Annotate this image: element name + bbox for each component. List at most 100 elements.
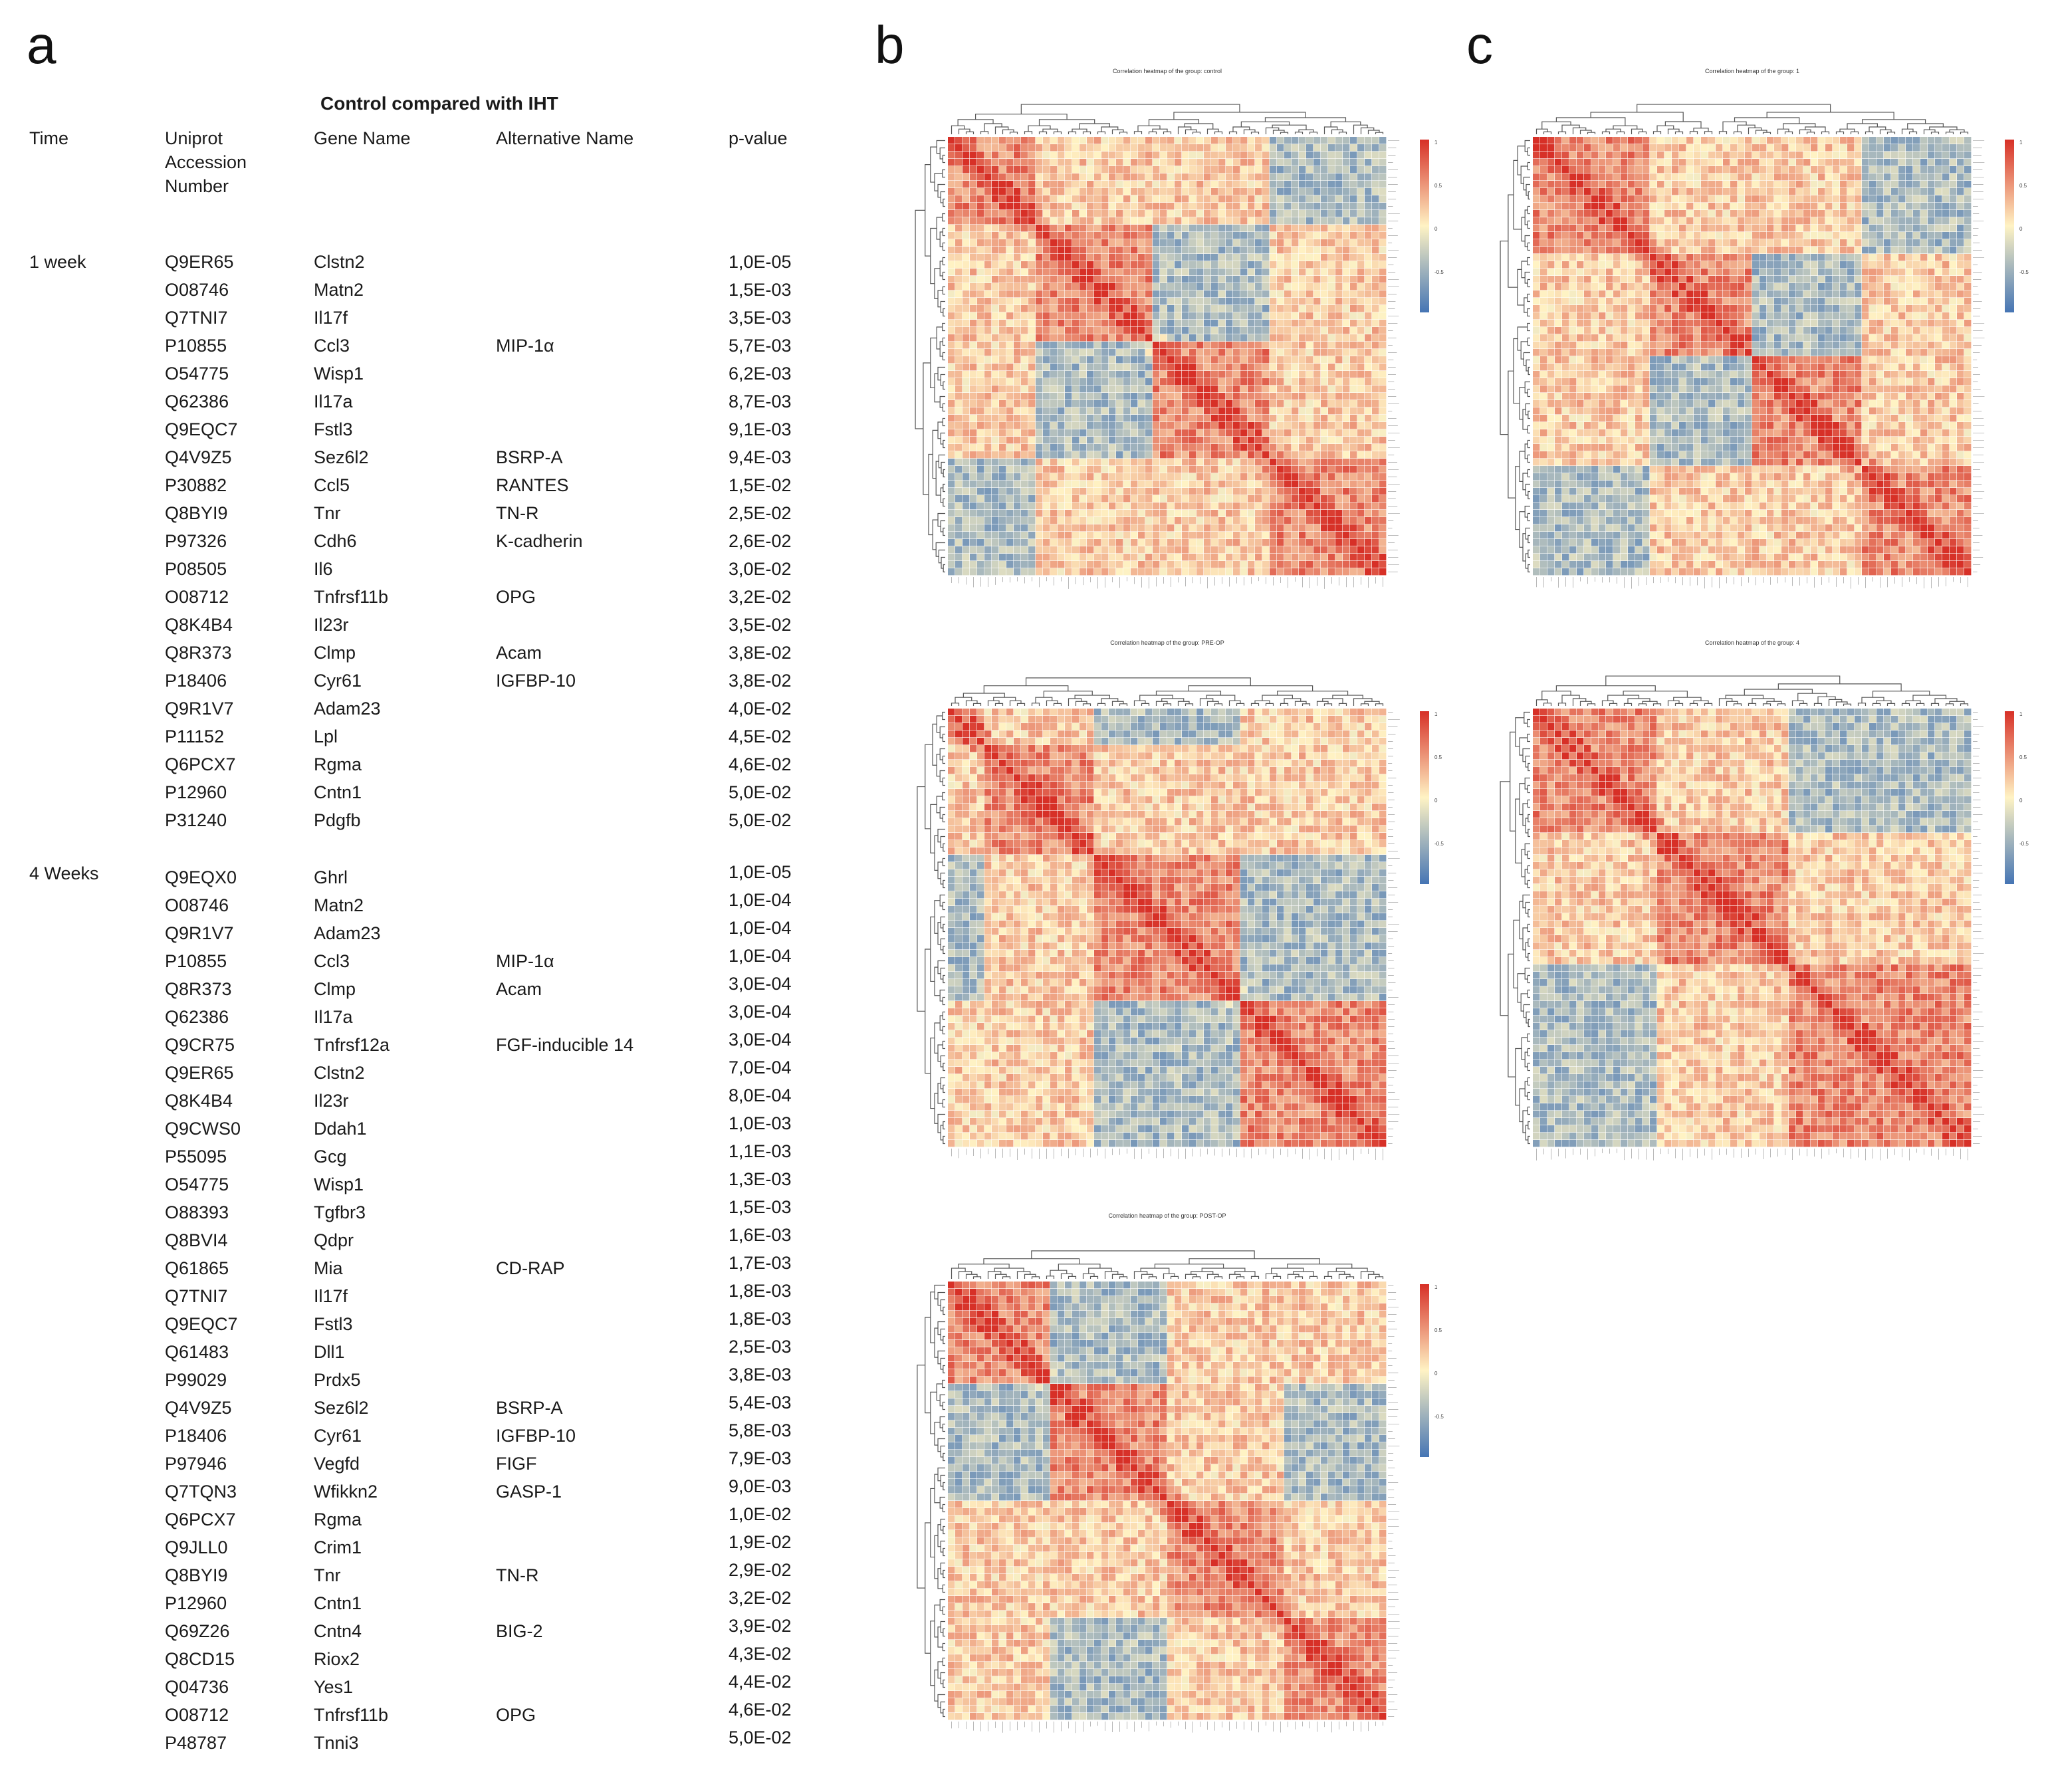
heatmap-cell xyxy=(1014,415,1021,422)
heatmap-cell xyxy=(1196,407,1204,415)
heatmap-cell xyxy=(1233,225,1240,232)
heatmap-cell xyxy=(1050,232,1058,239)
heatmap-cell xyxy=(1189,166,1196,173)
heatmap-cell xyxy=(1101,539,1109,546)
heatmap-cell xyxy=(1021,276,1028,283)
heatmap-cell xyxy=(1233,811,1240,818)
heatmap-cell xyxy=(1255,210,1262,217)
heatmap-cell xyxy=(999,312,1006,320)
heatmap-cell xyxy=(1196,709,1204,716)
accession-cell: P30882 xyxy=(165,475,227,495)
heatmap-cell xyxy=(1306,225,1313,232)
heatmap-cell xyxy=(1043,312,1050,320)
heatmap-cell xyxy=(1357,723,1365,730)
heatmap-cell xyxy=(1306,488,1313,495)
heatmap-cell xyxy=(1270,305,1277,312)
heatmap-cell xyxy=(1036,818,1043,826)
heatmap-cell xyxy=(1116,738,1123,745)
heatmap-cell xyxy=(1204,342,1211,349)
heatmap-cell xyxy=(1189,451,1196,459)
heatmap-cell xyxy=(1196,320,1204,327)
heatmap-cell xyxy=(1094,144,1101,152)
heatmap-cell xyxy=(984,745,992,752)
heatmap-cell xyxy=(992,444,999,451)
heatmap-cell xyxy=(999,210,1006,217)
heatmap-cell xyxy=(1255,152,1262,159)
heatmap-cell xyxy=(1072,503,1080,510)
heatmap-cell xyxy=(1379,716,1387,723)
heatmap-cell xyxy=(1335,730,1343,738)
heatmap-cell xyxy=(1123,568,1131,576)
heatmap-cell xyxy=(1240,225,1248,232)
heatmap-cell xyxy=(1043,745,1050,752)
heatmap-cell xyxy=(1211,356,1218,364)
heatmap-cell xyxy=(1050,152,1058,159)
heatmap-cell xyxy=(1101,312,1109,320)
heatmap-cell xyxy=(1160,481,1167,488)
heatmap-cell xyxy=(1321,364,1328,371)
heatmap-cell xyxy=(1189,276,1196,283)
heatmap-cell xyxy=(1233,181,1240,188)
heatmap-cell xyxy=(1131,481,1138,488)
heatmap-cell xyxy=(999,137,1006,144)
heatmap-cell xyxy=(1072,247,1080,254)
heatmap-cell xyxy=(1116,232,1123,239)
heatmap-cell xyxy=(1080,767,1087,774)
heatmap-cell xyxy=(1277,811,1284,818)
heatmap-cell xyxy=(984,166,992,173)
heatmap-cell xyxy=(1211,305,1218,312)
heatmap-cell xyxy=(1262,173,1270,181)
heatmap-cell xyxy=(1050,203,1058,210)
heatmap-cell xyxy=(970,283,977,290)
heatmap-cell xyxy=(1021,517,1028,524)
heatmap-cell xyxy=(1160,173,1167,181)
heatmap-cell xyxy=(1233,561,1240,568)
heatmap-cell xyxy=(1350,532,1357,539)
gene-cell: Cyr61 xyxy=(314,1426,362,1446)
heatmap-cell xyxy=(1109,320,1116,327)
heatmap-cell xyxy=(1014,429,1021,437)
heatmap-cell xyxy=(1028,356,1036,364)
heatmap-cell xyxy=(1072,173,1080,181)
heatmap-cell xyxy=(977,730,984,738)
heatmap-cell xyxy=(984,716,992,723)
heatmap-cell xyxy=(1277,254,1284,261)
heatmap-cell xyxy=(963,451,970,459)
heatmap-cell xyxy=(1138,774,1145,782)
heatmap-cell xyxy=(1043,782,1050,789)
heatmap-cell xyxy=(1284,290,1292,298)
heatmap-cell xyxy=(1109,738,1116,745)
heatmap-cell xyxy=(1080,195,1087,203)
heatmap-cell xyxy=(1109,752,1116,760)
heatmap-cell xyxy=(1343,730,1350,738)
axis-label-ticks xyxy=(951,140,1400,589)
heatmap-cell xyxy=(1014,144,1021,152)
heatmap-cell xyxy=(1065,181,1072,188)
pvalue-cell: 4,6E-02 xyxy=(729,754,792,774)
heatmap-cell xyxy=(984,342,992,349)
heatmap-cell xyxy=(1189,137,1196,144)
heatmap-cell xyxy=(1357,393,1365,400)
heatmap-cell xyxy=(1138,826,1145,833)
heatmap-cell xyxy=(1116,524,1123,532)
heatmap-cell xyxy=(1357,437,1365,444)
heatmap-cell xyxy=(1014,261,1021,269)
heatmap-cell xyxy=(1255,415,1262,422)
heatmap-cell xyxy=(1182,210,1189,217)
heatmap-cell xyxy=(1233,796,1240,804)
heatmap-cell xyxy=(992,561,999,568)
heatmap-cell xyxy=(1109,782,1116,789)
heatmap-cell xyxy=(1006,247,1014,254)
heatmap-cell xyxy=(984,730,992,738)
heatmap-cell xyxy=(1116,320,1123,327)
heatmap-cell xyxy=(970,225,977,232)
heatmap-cell xyxy=(1131,239,1138,247)
heatmap-cell xyxy=(1072,532,1080,539)
heatmap-cell xyxy=(948,738,955,745)
heatmap-cell xyxy=(1028,833,1036,840)
heatmap-cell xyxy=(1343,195,1350,203)
heatmap-cell xyxy=(999,716,1006,723)
heatmap-cell xyxy=(992,152,999,159)
heatmap-cell xyxy=(1028,568,1036,576)
heatmap-cell xyxy=(1014,789,1021,796)
